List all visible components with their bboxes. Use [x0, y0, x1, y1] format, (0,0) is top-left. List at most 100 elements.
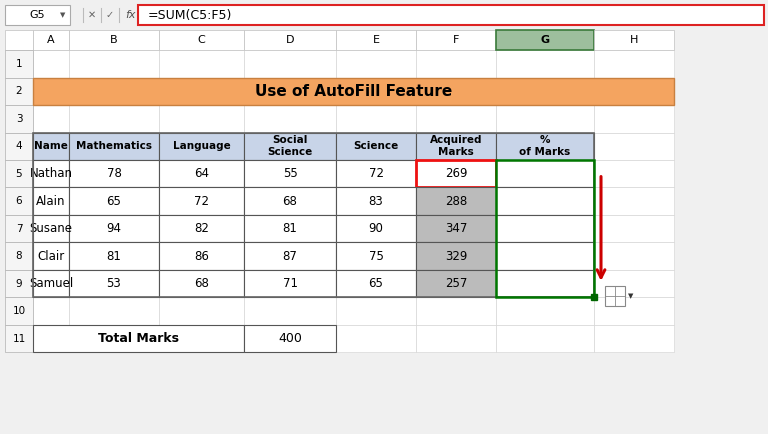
Text: 86: 86 [194, 250, 209, 263]
Text: H: H [630, 35, 638, 45]
Text: Use of AutoFill Feature: Use of AutoFill Feature [255, 84, 452, 99]
Bar [159, 270, 244, 297]
Text: 81: 81 [283, 222, 297, 235]
Bar [5, 132, 33, 160]
Bar [0, 0, 768, 30]
Bar [496, 160, 594, 187]
Bar [591, 295, 597, 300]
Bar [336, 160, 416, 187]
Text: 53: 53 [107, 277, 121, 290]
Bar [496, 160, 594, 297]
Text: 5: 5 [15, 169, 22, 179]
Bar [416, 132, 496, 160]
Text: 400: 400 [278, 332, 302, 345]
Bar [496, 105, 594, 132]
Bar [33, 105, 69, 132]
Text: Clair: Clair [38, 250, 65, 263]
Text: 10: 10 [12, 306, 25, 316]
Bar [5, 325, 33, 352]
Bar [244, 50, 336, 78]
Text: 68: 68 [194, 277, 209, 290]
Bar [33, 78, 69, 105]
Bar [336, 325, 416, 352]
Bar [5, 160, 33, 187]
Text: 11: 11 [12, 334, 25, 344]
Bar [605, 286, 625, 306]
Bar [159, 215, 244, 243]
Text: 94: 94 [107, 222, 121, 235]
Text: 72: 72 [194, 195, 209, 208]
Bar [496, 243, 594, 270]
Text: C: C [197, 35, 205, 45]
Bar [244, 243, 336, 270]
Bar [244, 270, 336, 297]
Bar [244, 325, 336, 352]
Bar [594, 105, 674, 132]
Bar [496, 78, 594, 105]
Bar [416, 160, 496, 187]
Bar [416, 270, 496, 297]
Bar [33, 187, 69, 215]
Bar [69, 78, 159, 105]
Text: 6: 6 [15, 196, 22, 206]
Bar [33, 78, 674, 105]
Bar [496, 50, 594, 78]
Text: ▼: ▼ [628, 293, 634, 299]
Bar [69, 105, 159, 132]
Bar [33, 270, 69, 297]
Bar [69, 215, 159, 243]
Bar [244, 325, 336, 352]
Bar [159, 243, 244, 270]
Bar [336, 50, 416, 78]
Text: Susane: Susane [29, 222, 72, 235]
Text: 329: 329 [445, 250, 467, 263]
Bar [496, 325, 594, 352]
Bar [69, 325, 159, 352]
Bar [336, 132, 416, 160]
Bar [69, 50, 159, 78]
Text: 9: 9 [15, 279, 22, 289]
Bar [496, 187, 594, 215]
Bar [69, 132, 159, 160]
Text: 2: 2 [15, 86, 22, 96]
Text: 257: 257 [445, 277, 467, 290]
Text: 83: 83 [369, 195, 383, 208]
Text: Acquired
Marks: Acquired Marks [430, 135, 482, 157]
Bar [244, 105, 336, 132]
Bar [69, 243, 159, 270]
Bar [33, 132, 69, 160]
Bar [244, 297, 336, 325]
Bar [5, 243, 33, 270]
Bar [5, 215, 33, 243]
Bar [69, 187, 159, 215]
Bar [594, 160, 674, 187]
Bar [594, 132, 674, 160]
Text: E: E [372, 35, 379, 45]
Text: Nathan: Nathan [29, 167, 72, 180]
Bar [5, 5, 70, 25]
Bar [496, 297, 594, 325]
Bar [244, 160, 336, 187]
Bar [69, 243, 159, 270]
Bar [69, 30, 159, 50]
Bar [33, 325, 244, 352]
Bar [496, 160, 594, 187]
Bar [594, 243, 674, 270]
Bar [336, 187, 416, 215]
Text: fx: fx [124, 10, 135, 20]
Text: G: G [541, 35, 550, 45]
Bar [159, 187, 244, 215]
Text: ✕: ✕ [88, 10, 96, 20]
Bar [594, 270, 674, 297]
Bar [594, 215, 674, 243]
Bar [5, 50, 33, 78]
Text: 87: 87 [283, 250, 297, 263]
Bar [244, 270, 336, 297]
Bar [244, 160, 336, 187]
Bar [496, 132, 594, 160]
Bar [5, 270, 33, 297]
Bar [33, 325, 69, 352]
Bar [416, 270, 496, 297]
Bar [5, 297, 33, 325]
Bar [496, 270, 594, 297]
